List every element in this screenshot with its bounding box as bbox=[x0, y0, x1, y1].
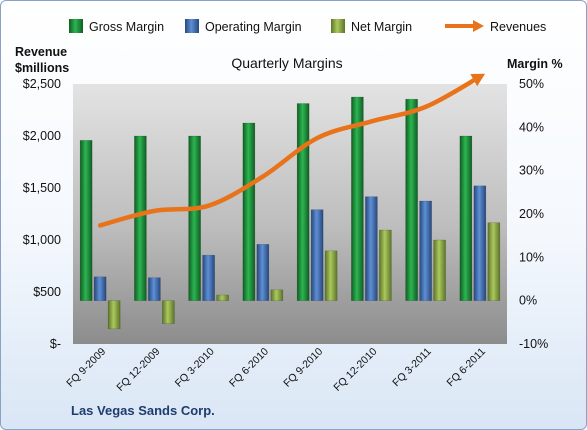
bar-operating-margin-fq-12-2010 bbox=[365, 196, 378, 301]
y-right-tick-label: 0% bbox=[519, 294, 537, 308]
y-right-tick-label: 50% bbox=[519, 77, 544, 91]
bar-gross-margin-fq-6-2010 bbox=[242, 122, 256, 301]
revenues-line bbox=[97, 74, 483, 228]
category-label-fq-12-2010: FQ 12-2010 bbox=[331, 346, 379, 394]
y-right-tick-label: 30% bbox=[519, 164, 544, 178]
legend-swatch-gross-margin bbox=[69, 19, 83, 33]
bar-gross-margin-fq-12-2010 bbox=[351, 96, 364, 301]
y-left-tick-label: $1,000 bbox=[23, 233, 61, 247]
bar-net-margin-fq-9-2010 bbox=[324, 250, 338, 301]
category-label-fq-12-2009: FQ 12-2009 bbox=[114, 346, 162, 394]
bar-operating-margin-fq-6-2011 bbox=[473, 185, 487, 301]
y-right-axis-ticks: -10% 0% 10% 20% 30% 40% 50% bbox=[519, 77, 548, 351]
y-right-tick-label: 40% bbox=[519, 120, 544, 134]
y-left-axis-title-line2: $millions bbox=[15, 61, 69, 75]
category-label-fq-9-2010: FQ 9-2010 bbox=[281, 346, 325, 390]
y-right-tick-label: 10% bbox=[519, 250, 544, 264]
y-left-tick-label: $1,500 bbox=[23, 181, 61, 195]
category-labels: FQ 9-2009 FQ 12-2009 FQ 3-2010 FQ 6-2010 FQ … bbox=[64, 346, 488, 394]
y-right-axis-title: Margin % bbox=[507, 57, 563, 71]
bar-gross-margin-fq-3-2010 bbox=[188, 135, 201, 301]
y-right-tick-label: 20% bbox=[519, 207, 544, 221]
bar-gross-margin-fq-9-2010 bbox=[296, 103, 310, 301]
revenues-line-arrowhead bbox=[470, 73, 486, 87]
legend-label-revenues: Revenues bbox=[490, 20, 546, 34]
bars bbox=[79, 96, 501, 330]
y-left-axis-title-line1: Revenue bbox=[15, 45, 67, 59]
legend-swatch-operating-margin bbox=[185, 19, 199, 33]
legend-label-gross-margin: Gross Margin bbox=[89, 20, 164, 34]
chart-title: Quarterly Margins bbox=[231, 55, 342, 71]
revenue-line-layer bbox=[97, 73, 486, 228]
bar-net-margin-fq-6-2011 bbox=[487, 222, 501, 301]
y-left-tick-label: $500 bbox=[33, 285, 61, 299]
bar-operating-margin-fq-3-2010 bbox=[202, 254, 215, 301]
legend-arrow-revenues bbox=[473, 20, 484, 32]
category-label-fq-6-2011: FQ 6-2011 bbox=[445, 346, 489, 390]
legend: Gross Margin Operating Margin Net Margin… bbox=[69, 19, 546, 34]
category-label-fq-3-2011: FQ 3-2011 bbox=[390, 346, 434, 390]
y-left-tick-label: $2,000 bbox=[23, 129, 61, 143]
bar-operating-margin-fq-12-2009 bbox=[148, 277, 161, 301]
category-label-fq-9-2009: FQ 9-2009 bbox=[64, 346, 108, 390]
bar-net-margin-fq-12-2009 bbox=[162, 300, 175, 324]
chart-footer: Las Vegas Sands Corp. bbox=[71, 403, 215, 418]
category-label-fq-3-2010: FQ 3-2010 bbox=[173, 346, 217, 390]
bar-net-margin-fq-3-2010 bbox=[216, 294, 229, 301]
bar-gross-margin-fq-9-2009 bbox=[79, 140, 93, 301]
bar-operating-margin-fq-9-2010 bbox=[310, 209, 324, 301]
legend-label-operating-margin: Operating Margin bbox=[205, 20, 302, 34]
bar-net-margin-fq-12-2010 bbox=[379, 229, 392, 301]
bar-operating-margin-fq-3-2011 bbox=[419, 200, 432, 301]
bar-gross-margin-fq-6-2011 bbox=[459, 135, 473, 301]
y-right-tick-label: -10% bbox=[519, 337, 548, 351]
bar-operating-margin-fq-6-2010 bbox=[256, 244, 270, 301]
y-left-axis-ticks: $- $500 $1,000 $1,500 $2,000 $2,500 bbox=[23, 77, 61, 351]
y-left-tick-label: $2,500 bbox=[23, 77, 61, 91]
category-label-fq-6-2010: FQ 6-2010 bbox=[227, 346, 271, 390]
bar-operating-margin-fq-9-2009 bbox=[93, 276, 107, 301]
legend-label-net-margin: Net Margin bbox=[351, 20, 412, 34]
bar-net-margin-fq-3-2011 bbox=[433, 239, 446, 301]
bar-gross-margin-fq-3-2011 bbox=[405, 98, 418, 301]
bar-net-margin-fq-6-2010 bbox=[270, 289, 284, 301]
y-left-tick-label: $- bbox=[50, 337, 61, 351]
legend-swatch-net-margin bbox=[331, 19, 345, 33]
bar-gross-margin-fq-12-2009 bbox=[134, 135, 147, 301]
bar-net-margin-fq-9-2009 bbox=[107, 300, 121, 330]
